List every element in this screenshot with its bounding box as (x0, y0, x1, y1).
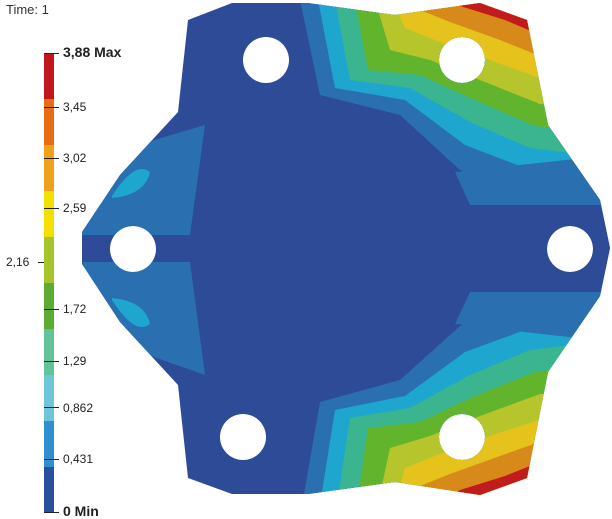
legend-tick (44, 512, 59, 513)
legend-max-label: 3,88 Max (63, 44, 122, 60)
legend-band-dark-blue (44, 467, 54, 513)
left-lobe-upper-hotspot (112, 169, 150, 198)
legend-level-label: 0,431 (63, 452, 94, 466)
legend-tick (44, 208, 59, 209)
legend-band-light-cyan (44, 375, 54, 421)
lower-right-lobe-blue-edge (455, 292, 610, 342)
legend-tick (44, 407, 59, 408)
upper-right-lobe-blue-edge (455, 155, 610, 205)
legend-min-label: 0 Min (63, 503, 99, 519)
legend-tick (44, 309, 59, 310)
legend-mid-label: 2,16 (6, 255, 30, 269)
legend-level-label: 0,862 (63, 401, 94, 415)
legend-tick (44, 361, 59, 362)
legend-level-label: 2,59 (63, 201, 87, 215)
legend-tick (44, 459, 59, 460)
legend-band-yellow-green (44, 237, 54, 283)
legend-tick (44, 53, 59, 54)
legend-band-teal (44, 329, 54, 375)
legend-band-green (44, 283, 54, 329)
legend-level-label: 1,29 (63, 354, 87, 368)
legend-band-red (44, 53, 54, 99)
legend-level-label: 3,02 (63, 151, 87, 165)
legend-band-blue (44, 421, 54, 467)
legend-tick (44, 107, 59, 108)
time-label: Time: 1 (6, 2, 49, 17)
legend-level-label: 1,72 (63, 302, 87, 316)
legend-band-yellow (44, 191, 54, 237)
legend-band-light-orange (44, 145, 54, 191)
left-lobe-lower-hotspot (112, 298, 150, 327)
legend-band-orange (44, 99, 54, 145)
legend-tick (44, 158, 59, 159)
color-legend-bar (44, 53, 54, 513)
legend-level-label: 3,45 (63, 100, 87, 114)
legend-mid-tick (38, 262, 44, 263)
right-lobe-low-stress (470, 185, 610, 312)
